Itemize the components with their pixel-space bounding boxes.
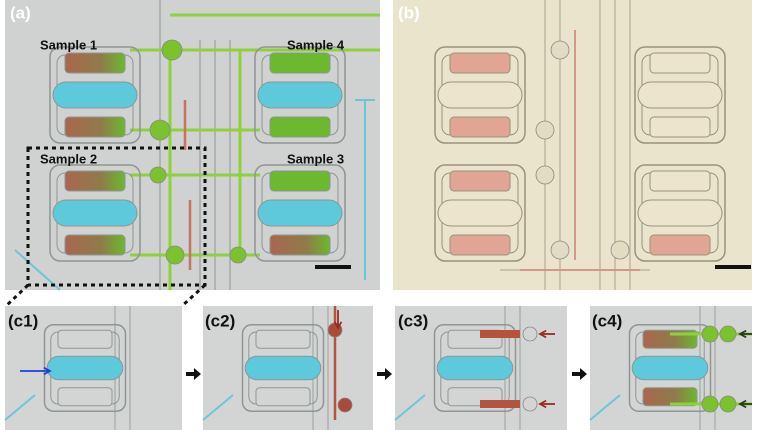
panel-label: (b) — [398, 3, 420, 22]
valve — [166, 246, 184, 264]
valve — [611, 241, 629, 259]
bottom-chamber — [65, 117, 125, 137]
panel-label: (c3) — [398, 311, 428, 330]
bottom-chamber — [58, 388, 112, 406]
middle-chamber — [245, 356, 321, 379]
valve — [720, 396, 736, 412]
valve — [702, 396, 718, 412]
middle-chamber — [53, 82, 137, 108]
sample-label: Sample 1 — [40, 37, 97, 52]
middle-chamber — [638, 82, 722, 108]
valve — [338, 398, 352, 412]
top-chamber — [65, 53, 125, 73]
sample-label: Sample 2 — [40, 151, 97, 166]
fill-channel — [480, 330, 520, 338]
valve — [523, 397, 537, 411]
scale-bar — [715, 265, 751, 269]
bottom-chamber — [270, 235, 330, 255]
middle-chamber — [632, 356, 708, 379]
middle-chamber — [638, 200, 722, 226]
valve — [720, 326, 736, 342]
bottom-chamber — [650, 235, 710, 255]
bottom-chamber — [256, 388, 310, 406]
middle-chamber — [437, 356, 513, 379]
valve — [150, 120, 170, 140]
valve — [536, 166, 554, 184]
figure: (a) (b) Sample 1 Sample 4 Sample 2 Sampl… — [0, 0, 757, 430]
middle-chamber — [258, 82, 342, 108]
top-chamber — [650, 53, 710, 73]
valve — [230, 247, 246, 263]
step-arrow — [377, 368, 392, 380]
sample-label: Sample 3 — [287, 151, 344, 166]
panel-label: (a) — [10, 3, 31, 22]
valve — [551, 241, 569, 259]
top-chamber — [450, 53, 510, 73]
top-chamber — [58, 330, 112, 348]
bottom-chamber — [65, 235, 125, 255]
scale-bar — [315, 265, 351, 269]
panel-label: (c4) — [592, 311, 622, 330]
valve — [702, 326, 718, 342]
bottom-chamber — [450, 117, 510, 137]
bottom-chamber — [270, 117, 330, 137]
sample-label: Sample 4 — [287, 37, 345, 52]
valve — [150, 167, 166, 183]
top-chamber — [256, 330, 310, 348]
panel-label: (c2) — [205, 311, 235, 330]
valve — [536, 121, 554, 139]
middle-chamber — [438, 82, 522, 108]
step-arrow — [186, 368, 201, 380]
bottom-chamber — [450, 235, 510, 255]
middle-chamber — [53, 200, 137, 226]
fill-channel — [480, 400, 520, 408]
valve — [551, 41, 569, 59]
top-chamber — [270, 171, 330, 191]
step-arrow — [572, 368, 587, 380]
middle-chamber — [47, 356, 123, 379]
bottom-chamber — [650, 117, 710, 137]
top-chamber — [270, 53, 330, 73]
valve — [162, 40, 182, 60]
valve — [523, 327, 537, 341]
panel-label: (c1) — [8, 311, 38, 330]
middle-chamber — [258, 200, 342, 226]
top-chamber — [65, 171, 125, 191]
top-chamber — [650, 171, 710, 191]
middle-chamber — [438, 200, 522, 226]
top-chamber — [450, 171, 510, 191]
